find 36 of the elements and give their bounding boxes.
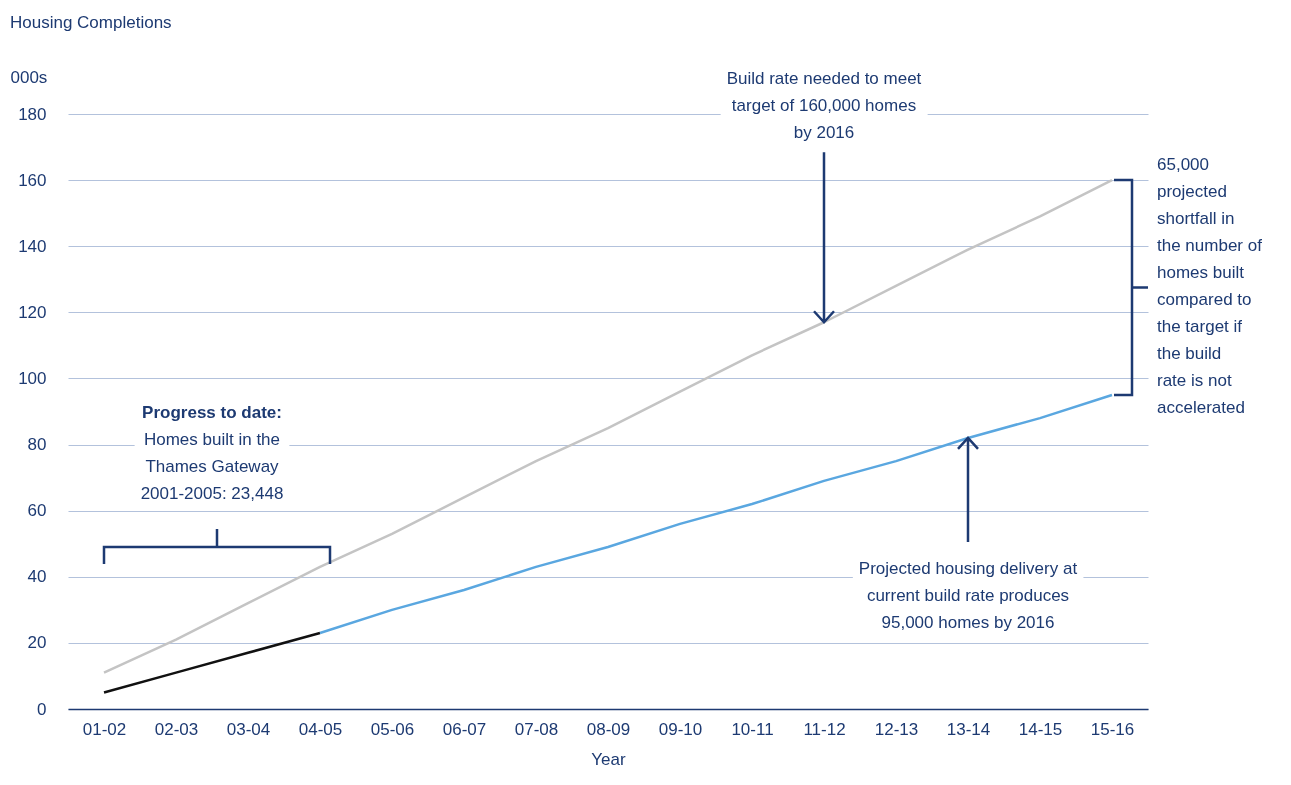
x-tick-label: 06-07	[442, 719, 487, 739]
y-tick-label: 20	[27, 633, 47, 653]
x-tick-label: 03-04	[226, 719, 271, 739]
x-tick-label: 04-05	[298, 719, 343, 739]
x-tick-label: 09-10	[658, 719, 703, 739]
y-tick-label: 60	[27, 501, 47, 521]
x-tick-label: 05-06	[370, 719, 415, 739]
y-tick-label: 140	[18, 236, 47, 256]
text: 65,000 projected shortfall in the number of homes built compared to the target if the build rate is not accelerated	[1157, 155, 1262, 418]
line-series	[102, 631, 322, 694]
x-tick-label: 11-12	[803, 719, 846, 739]
y-tick-label: 100	[18, 368, 47, 388]
x-tick-label: 01-02	[82, 719, 127, 739]
x-tick-label: 12-13	[874, 719, 919, 739]
y-tick-label: 40	[27, 567, 47, 587]
line-series	[318, 393, 1114, 635]
x-tick-label: 14-15	[1018, 719, 1063, 739]
annotation: Progress to date:	[142, 403, 282, 423]
y-tick-label: 0	[37, 699, 47, 719]
y-tick-label: 180	[18, 104, 47, 124]
x-tick-label: 10-11	[731, 719, 774, 739]
y-tick-label: 160	[18, 170, 47, 190]
y-axis-title: 000s	[10, 67, 48, 87]
x-tick-label: 02-03	[154, 719, 199, 739]
chart-title: Housing Completions	[10, 13, 172, 32]
x-axis-title: Year	[591, 749, 627, 769]
y-tick-label: 120	[18, 302, 47, 322]
annotation: Build rate needed to meet target of 160,000 homes by 2016	[726, 69, 922, 143]
x-tick-label: 08-09	[586, 719, 631, 739]
line-series	[102, 178, 1114, 674]
y-tick-label: 80	[27, 435, 47, 455]
annotation: Projected housing delivery at current build rate produces 95,000 homes by 2016	[858, 558, 1078, 632]
x-tick-label: 07-08	[514, 719, 559, 739]
x-tick-label: 15-16	[1090, 719, 1135, 739]
x-tick-label: 13-14	[946, 719, 991, 739]
annotation: Homes built in the Thames Gateway 2001-2005: 23,448	[140, 429, 284, 503]
